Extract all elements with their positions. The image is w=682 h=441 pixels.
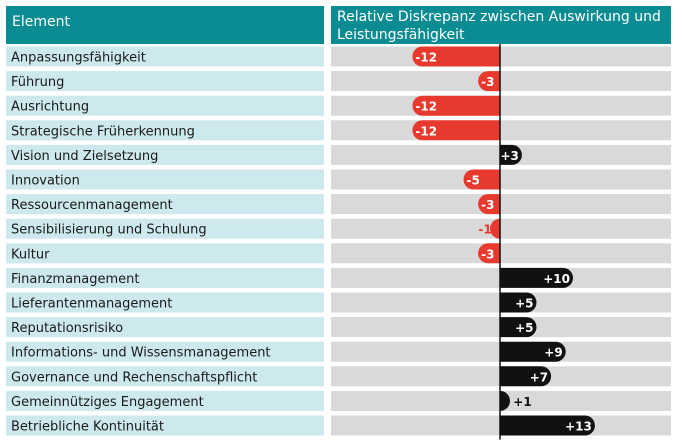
chart-row: Reputationsrisiko +5: [6, 317, 671, 338]
bar: [500, 267, 573, 288]
category-label-bg: [6, 390, 324, 411]
chart-row: Gemeinnütziges Engagement +1: [6, 390, 671, 411]
element-header: [6, 6, 324, 44]
chart-row: Kultur -3: [6, 243, 671, 264]
chart-row: Anpassungsfähigkeit -12: [6, 46, 671, 67]
chart-row: Informations- und Wissensmanagement +9: [6, 341, 671, 362]
bar-track: [331, 243, 671, 264]
bar: [478, 194, 500, 215]
value-label: -5: [467, 174, 480, 188]
bar-track: [331, 120, 671, 141]
bar: [500, 390, 510, 411]
value-label: -3: [481, 247, 494, 261]
bar-track: [331, 194, 671, 215]
chart-row: Ressourcenmanagement -3: [6, 194, 671, 215]
value-label: +13: [565, 420, 592, 434]
chart-row: Lieferantenmanagement +5: [6, 292, 671, 313]
value-label: +5: [515, 321, 533, 335]
value-label: -3: [481, 198, 494, 212]
bar-track: [331, 71, 671, 92]
bar: [463, 169, 500, 190]
category-label: Führung: [11, 75, 64, 90]
category-label-bg: [6, 317, 324, 338]
bar: [412, 95, 500, 116]
value-label: -1: [478, 223, 491, 237]
category-label-bg: [6, 120, 324, 141]
category-label: Lieferantenmanagement: [11, 297, 172, 312]
chart-row: Sensibilisierung und Schulung -1: [6, 218, 671, 239]
category-label: Sensibilisierung und Schulung: [11, 223, 207, 238]
value-label: +9: [544, 346, 562, 360]
bar: [412, 46, 500, 67]
bar: [500, 415, 595, 436]
chart-row: Strategische Früherkennung -12: [6, 120, 671, 141]
value-label: +10: [543, 272, 570, 286]
bar: [500, 366, 552, 387]
category-label: Finanzmanagement: [11, 272, 140, 287]
bar-track: [331, 169, 671, 190]
chart-rows: Anpassungsfähigkeit -12 Führung -3 Ausrichtu…: [6, 44, 671, 440]
category-label: Strategische Früherkennung: [11, 124, 195, 139]
category-label-bg: [6, 46, 324, 67]
chart-row: Governance und Rechenschaftspflicht +7: [6, 366, 671, 387]
category-label-bg: [6, 194, 324, 215]
value-label: +3: [500, 149, 518, 163]
value-label: -12: [415, 124, 437, 138]
value-label: -12: [415, 100, 437, 114]
category-label-bg: [6, 144, 324, 165]
value-label: -3: [481, 75, 494, 89]
chart-row: Innovation -5: [6, 169, 671, 190]
category-label: Innovation: [11, 174, 80, 189]
category-label-bg: [6, 341, 324, 362]
category-label: Reputationsrisiko: [11, 321, 123, 336]
bar: [478, 71, 500, 92]
category-label-bg: [6, 95, 324, 116]
value-header: [331, 6, 671, 44]
value-header-title-line2: Leistungsfähigkeit: [337, 27, 465, 43]
chart-row: Führung -3: [6, 71, 671, 92]
chart-row: Betriebliche Kontinuität +13: [6, 415, 671, 436]
category-label: Kultur: [11, 247, 50, 262]
chart-row: Vision und Zielsetzung +3: [6, 144, 671, 165]
category-label-bg: [6, 169, 324, 190]
bar-track: [331, 95, 671, 116]
category-label-bg: [6, 218, 324, 239]
category-label-bg: [6, 415, 324, 436]
category-label: Anpassungsfähigkeit: [11, 51, 146, 66]
category-label-bg: [6, 267, 324, 288]
chart-row: Ausrichtung -12: [6, 95, 671, 116]
bar-track: [331, 46, 671, 67]
value-label: +1: [513, 395, 531, 409]
bar: [500, 341, 566, 362]
category-label-bg: [6, 243, 324, 264]
value-label: -12: [415, 51, 437, 65]
bar: [500, 292, 537, 313]
category-label: Informations- und Wissensmanagement: [11, 346, 271, 361]
value-label: +5: [515, 297, 533, 311]
category-label: Ausrichtung: [11, 100, 89, 115]
category-label: Vision und Zielsetzung: [11, 149, 158, 164]
bar-track: [331, 218, 671, 239]
value-label: +7: [530, 370, 548, 384]
category-label-bg: [6, 366, 324, 387]
bar: [500, 317, 537, 338]
category-label: Gemeinnütziges Engagement: [11, 395, 204, 410]
category-label-bg: [6, 71, 324, 92]
element-header-label: Element: [12, 14, 70, 30]
bar: [412, 120, 500, 141]
bar: [478, 243, 500, 264]
chart-row: Finanzmanagement +10: [6, 267, 671, 288]
category-label: Governance und Rechenschaftspflicht: [11, 370, 257, 385]
bar: [500, 144, 522, 165]
value-header-title-line1: Relative Diskrepanz zwischen Auswirkung …: [337, 9, 661, 25]
category-label-bg: [6, 292, 324, 313]
category-label: Ressourcenmanagement: [11, 198, 173, 213]
bar: [490, 218, 501, 239]
category-label: Betriebliche Kontinuität: [11, 420, 164, 435]
